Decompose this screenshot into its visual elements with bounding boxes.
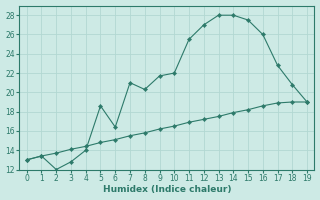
X-axis label: Humidex (Indice chaleur): Humidex (Indice chaleur) (103, 185, 231, 194)
